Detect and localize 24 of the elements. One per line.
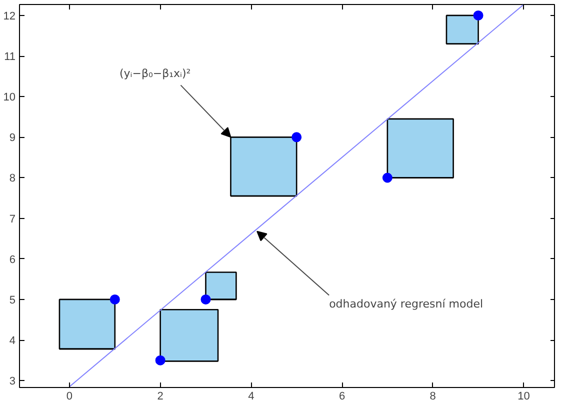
x-tick-label: 0 xyxy=(66,390,73,402)
point xyxy=(110,294,120,304)
point xyxy=(200,294,211,304)
y-tick-label: 12 xyxy=(3,10,16,22)
y-tick-label: 10 xyxy=(3,92,16,104)
x-tick-label: 10 xyxy=(518,390,530,402)
annotation: (yᵢ−β₀−β₁xᵢ)² xyxy=(119,67,191,80)
y-tick-label: 6 xyxy=(9,254,16,266)
annotation: odhadovaný regresní model xyxy=(329,297,484,310)
point xyxy=(382,172,392,183)
x-tick-label: 8 xyxy=(430,390,436,402)
y-tick-label: 8 xyxy=(9,172,16,185)
x-tick-label: 4 xyxy=(248,390,254,402)
y-tick-label: 3 xyxy=(9,376,16,388)
y-tick-label: 11 xyxy=(4,51,16,64)
x-tick-label: 6 xyxy=(338,390,346,402)
point xyxy=(155,355,166,366)
y-tick-label: 4 xyxy=(9,335,16,348)
y-tick-label: 9 xyxy=(9,132,16,144)
y-tick-label: 5 xyxy=(9,294,16,306)
point xyxy=(292,132,302,142)
x-tick-label: 2 xyxy=(157,390,164,402)
point xyxy=(473,10,484,20)
y-tick-label: 7 xyxy=(9,213,16,226)
